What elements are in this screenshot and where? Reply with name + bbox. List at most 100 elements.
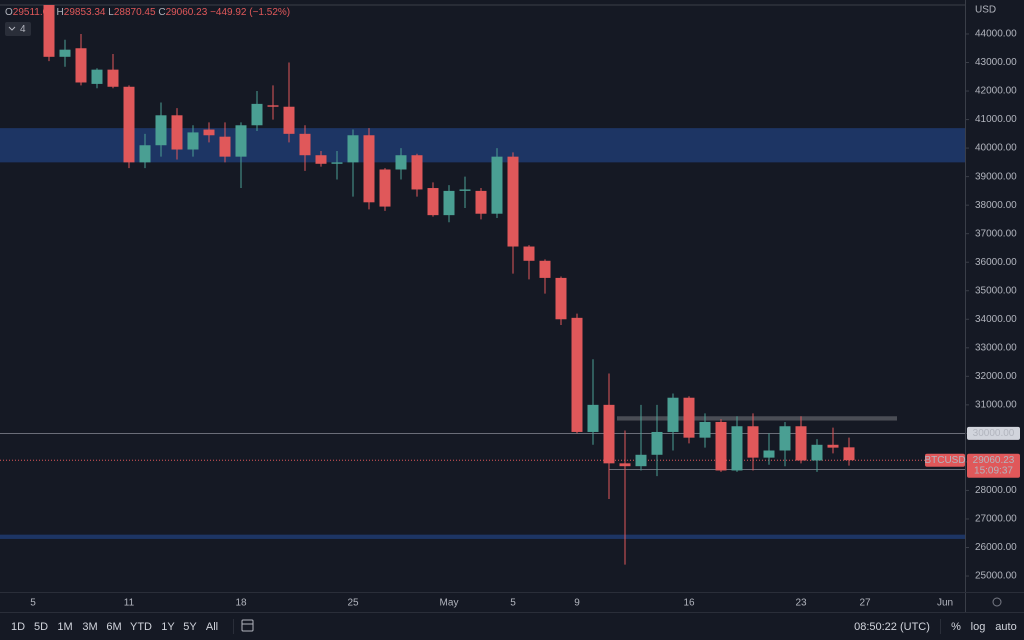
x-tick-label: 23: [795, 598, 807, 609]
y-tick-label: 40000.00: [975, 143, 1017, 154]
calendar-icon[interactable]: [241, 619, 254, 632]
x-tick-label: 11: [124, 598, 135, 609]
y-tick-label: 34000.00: [975, 314, 1017, 325]
auto-toggle[interactable]: auto: [995, 621, 1016, 633]
range-button[interactable]: 6M: [106, 621, 121, 633]
y-tick-label: 41000.00: [975, 114, 1017, 125]
candle-body: [91, 69, 103, 84]
range-button[interactable]: 1Y: [161, 621, 175, 633]
settings-icon[interactable]: [992, 597, 1002, 607]
range-button[interactable]: 1M: [57, 621, 72, 633]
candle-body: [379, 169, 391, 207]
y-tick-label: 26000.00: [975, 542, 1017, 553]
price-box: [967, 453, 1020, 478]
y-tick-label: 28000.00: [975, 485, 1017, 496]
legend-value: 29511.05: [13, 7, 54, 18]
level-label: 30000.00: [973, 428, 1015, 439]
candle-body: [203, 129, 215, 136]
candle-body: [139, 145, 151, 163]
candle-body: [715, 421, 727, 471]
candle-body: [315, 155, 327, 164]
candle-body: [571, 317, 583, 432]
legend-key: L: [108, 7, 114, 18]
y-tick-label: 27000.00: [975, 514, 1017, 525]
y-tick-label: 32000.00: [975, 371, 1017, 382]
x-tick-label: 27: [859, 598, 871, 609]
candle-body: [299, 133, 311, 156]
candle-body: [763, 450, 775, 458]
legend-key: H: [57, 7, 64, 18]
range-button[interactable]: All: [206, 621, 218, 633]
range-button[interactable]: YTD: [130, 621, 152, 633]
zone: [0, 534, 965, 539]
x-tick-label: 9: [574, 598, 580, 609]
candle-body: [171, 115, 183, 150]
candle-body: [667, 397, 679, 432]
symbol-box: [925, 453, 965, 467]
candle-body: [635, 454, 647, 467]
legend-value: 29060.23: [166, 7, 208, 18]
y-tick-label: 42000.00: [975, 86, 1017, 97]
candle-body: [155, 115, 167, 146]
y-tick-label: 35000.00: [975, 285, 1017, 296]
badge-label: 4: [20, 24, 26, 35]
y-tick-label: 33000.00: [975, 342, 1017, 353]
candle-body: [779, 426, 791, 451]
candle-body: [427, 188, 439, 216]
candle-body: [251, 103, 263, 126]
y-tick-label: 36000.00: [975, 257, 1017, 268]
legend-key: C: [158, 7, 165, 18]
candle-body: [843, 447, 855, 461]
x-tick-label: 5: [30, 598, 36, 609]
candle-body: [827, 444, 839, 448]
x-tick-label: 25: [347, 598, 359, 609]
candle-body: [59, 49, 71, 57]
candle-body: [267, 105, 279, 107]
candle-body: [539, 260, 551, 278]
x-tick-label: 18: [235, 598, 247, 609]
candle-body: [587, 404, 599, 432]
range-button[interactable]: 5D: [34, 621, 48, 633]
candle-body: [651, 431, 663, 455]
candle-body: [619, 463, 631, 467]
log-toggle[interactable]: log: [971, 621, 986, 633]
candle-body: [731, 426, 743, 471]
candle-body: [523, 246, 535, 261]
candle-body: [283, 106, 295, 134]
badge[interactable]: [5, 22, 31, 36]
y-tick-label: 31000.00: [975, 399, 1017, 410]
range-button[interactable]: 1D: [11, 621, 25, 633]
y-tick-label: 37000.00: [975, 228, 1017, 239]
price-label: 29060.23: [973, 455, 1015, 466]
x-tick-label: May: [440, 598, 459, 609]
range-button[interactable]: 3M: [82, 621, 97, 633]
candle-body: [795, 426, 807, 461]
percent-toggle[interactable]: %: [951, 621, 961, 633]
candle-body: [747, 426, 759, 458]
ohlc-legend: O29511.05 H29853.34 L28870.45 C29060.23 …: [5, 7, 290, 18]
candle-body: [123, 86, 135, 163]
candle-body: [411, 155, 423, 190]
candle-body: [107, 69, 119, 87]
plot: [0, 5, 965, 565]
zone: [617, 416, 897, 421]
x-tick-label: Jun: [937, 598, 953, 609]
candle-body: [683, 397, 695, 438]
legend-value: 28870.45: [114, 7, 156, 18]
candle-body: [43, 5, 55, 57]
candle-body: [75, 48, 87, 83]
candle-body: [395, 155, 407, 170]
chevron: [8, 26, 16, 31]
candle-body: [699, 421, 711, 438]
clock: 08:50:22 (UTC): [854, 621, 930, 633]
currency: USD: [975, 5, 996, 16]
range-button[interactable]: 5Y: [183, 621, 197, 633]
candle-body: [363, 135, 375, 203]
candle-body: [507, 156, 519, 247]
candle-body: [811, 444, 823, 461]
candle-body: [187, 132, 199, 150]
candle-body: [459, 189, 471, 191]
candle-body: [443, 190, 455, 216]
